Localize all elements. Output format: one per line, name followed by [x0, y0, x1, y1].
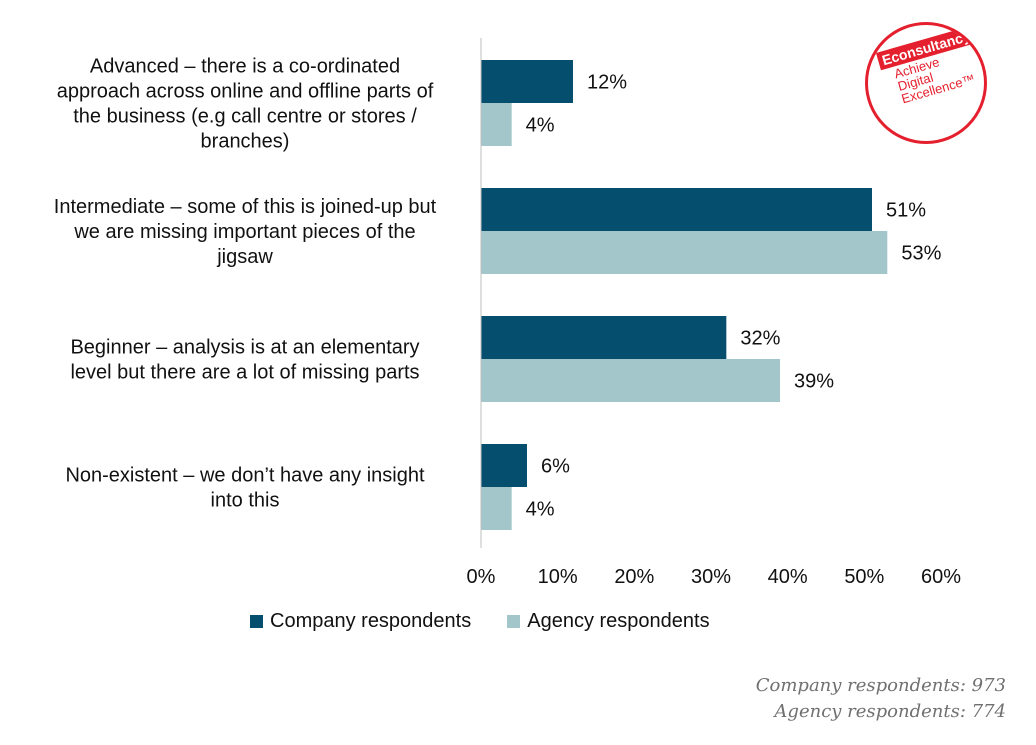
value-label-agency-2: 39%: [794, 371, 834, 393]
bar-agency-1: [481, 231, 888, 274]
bar-company-0: [481, 60, 573, 103]
legend-swatch-company: [250, 615, 263, 628]
legend: Company respondents Agency respondents: [250, 610, 746, 633]
category-label-3: Non-existent – we don’t have any insight…: [65, 465, 425, 512]
x-tick-label-6: 60%: [921, 566, 961, 588]
legend-label-company: Company respondents: [270, 610, 472, 632]
value-label-company-2: 32%: [740, 328, 780, 350]
x-tick-label-1: 10%: [538, 566, 578, 588]
footnote-company-count: Company respondents: 973: [755, 675, 1006, 696]
bar-agency-3: [481, 487, 512, 530]
bar-company-2: [481, 316, 727, 359]
value-label-agency-1: 53%: [901, 243, 941, 265]
bar-agency-0: [481, 103, 512, 146]
x-tick-label-2: 20%: [614, 566, 654, 588]
value-label-agency-0: 4%: [526, 115, 555, 137]
footnote: Company respondents: 973 Agency responde…: [756, 673, 1006, 725]
bar-company-1: [481, 188, 872, 231]
bar-agency-2: [481, 359, 780, 402]
econsultancy-logo: Econsultancy Achieve Digital Excellence™: [865, 22, 987, 144]
legend-label-agency: Agency respondents: [527, 610, 710, 632]
category-label-2: Beginner – analysis is at an elementary l…: [70, 337, 419, 384]
value-label-company-1: 51%: [886, 200, 926, 222]
category-label-0: Advanced – there is a co-ordinated approa…: [57, 56, 434, 153]
value-label-agency-3: 4%: [526, 499, 555, 521]
x-tick-label-0: 0%: [467, 566, 496, 588]
x-tick-label-4: 40%: [768, 566, 808, 588]
value-label-company-0: 12%: [587, 72, 627, 94]
legend-item-company: Company respondents: [250, 610, 471, 633]
category-label-1: Intermediate – some of this is joined-up…: [54, 196, 437, 268]
footnote-agency-count: Agency respondents: 774: [774, 701, 1006, 722]
x-tick-label-5: 50%: [844, 566, 884, 588]
bar-company-3: [481, 444, 527, 487]
value-label-company-3: 6%: [541, 456, 570, 478]
legend-swatch-agency: [507, 615, 521, 628]
legend-item-agency: Agency respondents: [507, 610, 710, 633]
x-tick-label-3: 30%: [691, 566, 731, 588]
